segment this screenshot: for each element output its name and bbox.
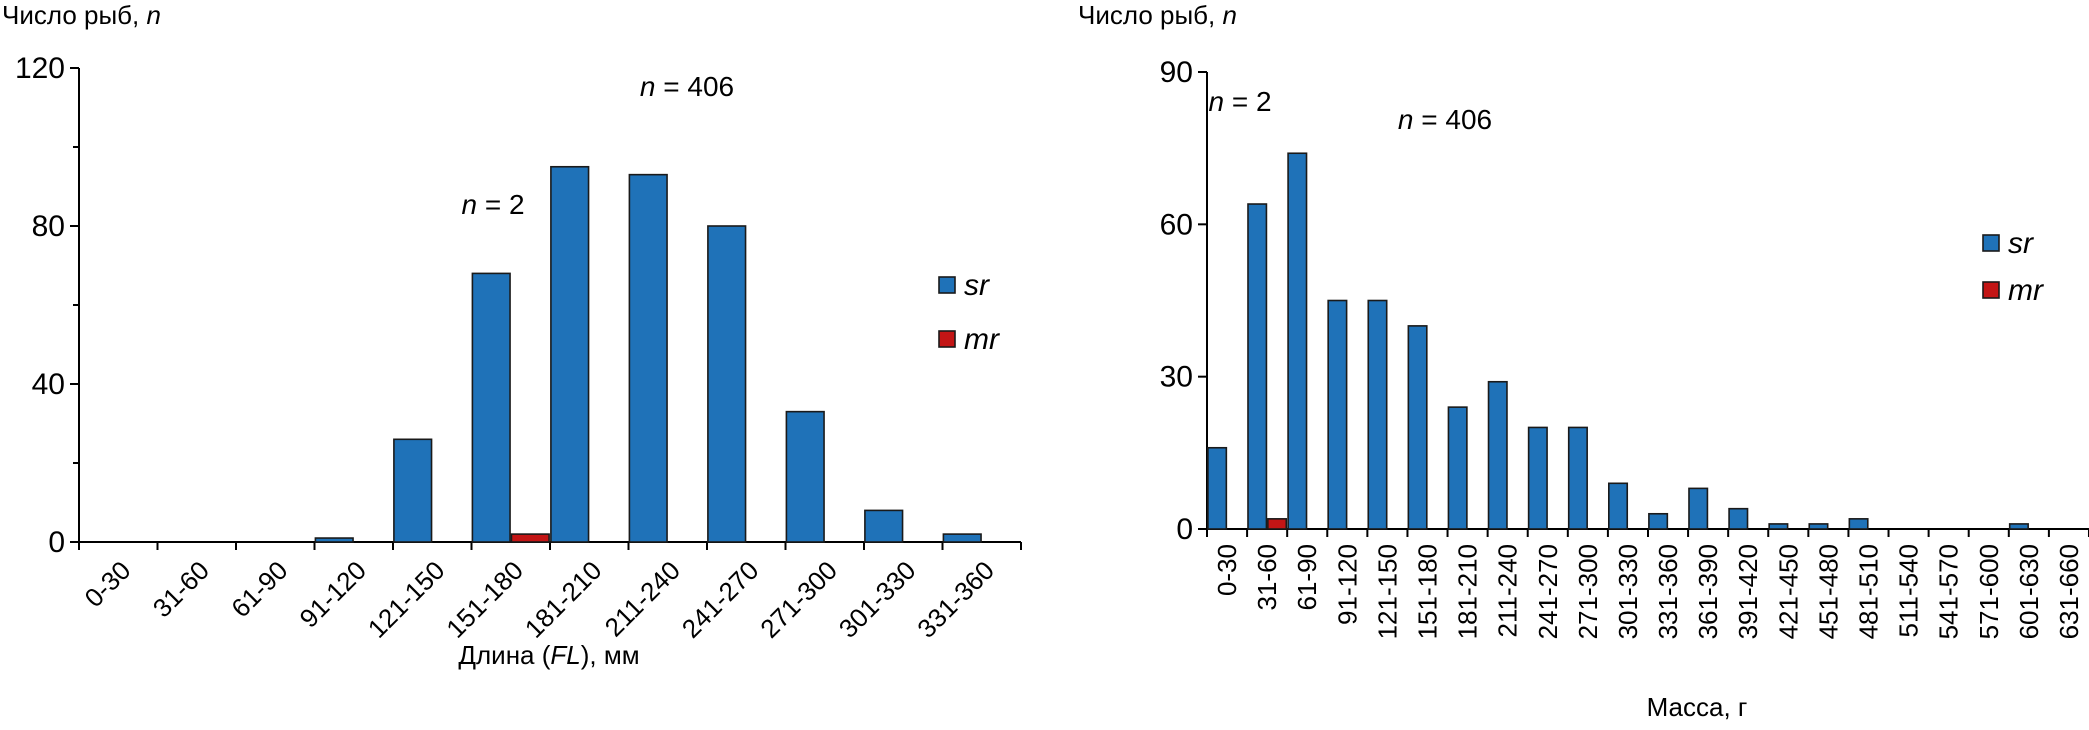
x-tick-label: 151-180: [1412, 544, 1442, 639]
x-tick-label: 181-210: [1453, 544, 1483, 639]
mr-bar: [510, 533, 550, 543]
y-tick-label: 0: [48, 526, 65, 559]
x-tick-label: 571-600: [1974, 544, 2004, 639]
x-tick-label: 121-150: [1372, 544, 1402, 639]
x-tick-label: 91-120: [294, 555, 372, 633]
legend-label: sr: [2008, 227, 2034, 260]
sr-bar: [393, 438, 433, 543]
x-tick-label: 301-330: [833, 555, 922, 644]
x-tick-label: 421-450: [1773, 544, 1803, 639]
sr-bar: [1648, 512, 1669, 530]
sr-bar: [1728, 507, 1749, 530]
y-tick-label: 30: [1160, 361, 1193, 394]
x-tick-label: 481-510: [1853, 544, 1883, 639]
x-tick-label: 301-330: [1613, 544, 1643, 639]
x-tick-label: 31-60: [147, 555, 215, 623]
sr-bar: [1287, 152, 1308, 530]
x-tick-label: 601-630: [2014, 544, 2044, 639]
y-tick-label: 40: [32, 368, 65, 401]
x-tick-label: 211-240: [1493, 544, 1523, 638]
sr-bar: [1688, 487, 1709, 530]
x-tick-label: 361-390: [1693, 544, 1723, 639]
sr-bar: [471, 272, 511, 543]
x-tick-label: 0-30: [1212, 544, 1242, 596]
y-tick-label: 80: [32, 210, 65, 243]
sample-size-annotation: n = 2: [1208, 86, 1271, 117]
x-tick-label: 151-180: [440, 555, 529, 644]
sample-size-annotation: n = 406: [640, 71, 734, 102]
sr-bar: [1527, 426, 1548, 530]
legend-swatch-mr: [1982, 281, 2000, 299]
sr-bar: [1608, 482, 1629, 530]
sr-bar: [1487, 380, 1508, 530]
sr-bar: [1848, 518, 1869, 530]
sr-bar: [1768, 523, 1789, 530]
x-tick-label: 241-270: [676, 555, 765, 644]
sr-bar: [1247, 203, 1268, 530]
x-tick-label: 181-210: [519, 555, 608, 644]
sr-bar: [314, 537, 354, 543]
sr-bar: [1207, 446, 1228, 530]
x-tick-label: 61-90: [225, 555, 293, 623]
x-tick-label: 61-90: [1292, 544, 1322, 611]
x-tick-label: 331-360: [911, 555, 1000, 644]
sample-size-annotation: n = 406: [1398, 104, 1492, 135]
x-tick-label: 31-60: [1252, 544, 1282, 611]
x-axis-title: Масса, г: [1647, 692, 1748, 722]
sr-bar: [1808, 523, 1829, 530]
y-axis-title: Число рыб, n: [1078, 0, 1237, 30]
x-tick-label: 211-240: [599, 555, 686, 642]
sr-bar: [1447, 406, 1468, 530]
y-tick-label: 60: [1160, 208, 1193, 241]
x-tick-label: 451-480: [1813, 544, 1843, 639]
y-axis-title: Число рыб, n: [2, 0, 161, 30]
sr-bar: [942, 533, 982, 543]
length-frequency-histogram: 0 40 80 120 0-30 31-60 61-90 91-120121-150151-1…: [2, 0, 1022, 670]
x-tick-label: 631-660: [2054, 544, 2084, 639]
sr-bar: [550, 165, 590, 543]
x-tick-label: 271-300: [1573, 544, 1603, 639]
sr-bar: [864, 509, 904, 543]
x-tick-label: 91-120: [1332, 544, 1362, 625]
x-tick-label: 511-540: [1894, 544, 1924, 638]
sr-bar: [2008, 523, 2029, 530]
x-tick-label: 0-30: [78, 555, 136, 613]
x-tick-label: 541-570: [1934, 544, 1964, 639]
legend-label: mr: [2008, 274, 2044, 307]
x-axis-title: Длина (FL), мм: [458, 640, 639, 670]
mass-frequency-histogram: 0 30 60 90 0-30 31-60 61-90 91-120 121-150 151-18…: [1078, 0, 2089, 722]
legend-swatch-sr: [938, 276, 956, 294]
axis-lines: [78, 68, 1021, 543]
sr-bar: [1567, 426, 1588, 530]
sr-bar: [1407, 325, 1428, 530]
sr-bar: [1367, 299, 1388, 530]
sample-size-annotation: n = 2: [461, 189, 524, 220]
sr-bar: [785, 410, 825, 543]
x-tick-label: 331-360: [1653, 544, 1683, 639]
legend-swatch-mr: [938, 330, 956, 348]
sr-bar: [707, 225, 747, 543]
x-tick-label: 271-300: [754, 555, 843, 644]
legend-label: sr: [964, 269, 990, 302]
legend-label: mr: [964, 323, 1000, 356]
y-tick-label: 120: [15, 52, 65, 85]
sr-bar: [1327, 299, 1348, 530]
mr-bar: [1267, 518, 1288, 530]
y-tick-label: 0: [1176, 513, 1193, 546]
legend-swatch-sr: [1982, 234, 2000, 252]
y-tick-label: 90: [1160, 56, 1193, 89]
x-tick-label: 391-420: [1733, 544, 1763, 639]
x-tick-label: 121-150: [362, 555, 451, 644]
x-tick-label: 241-270: [1533, 544, 1563, 639]
sr-bar: [628, 173, 668, 543]
